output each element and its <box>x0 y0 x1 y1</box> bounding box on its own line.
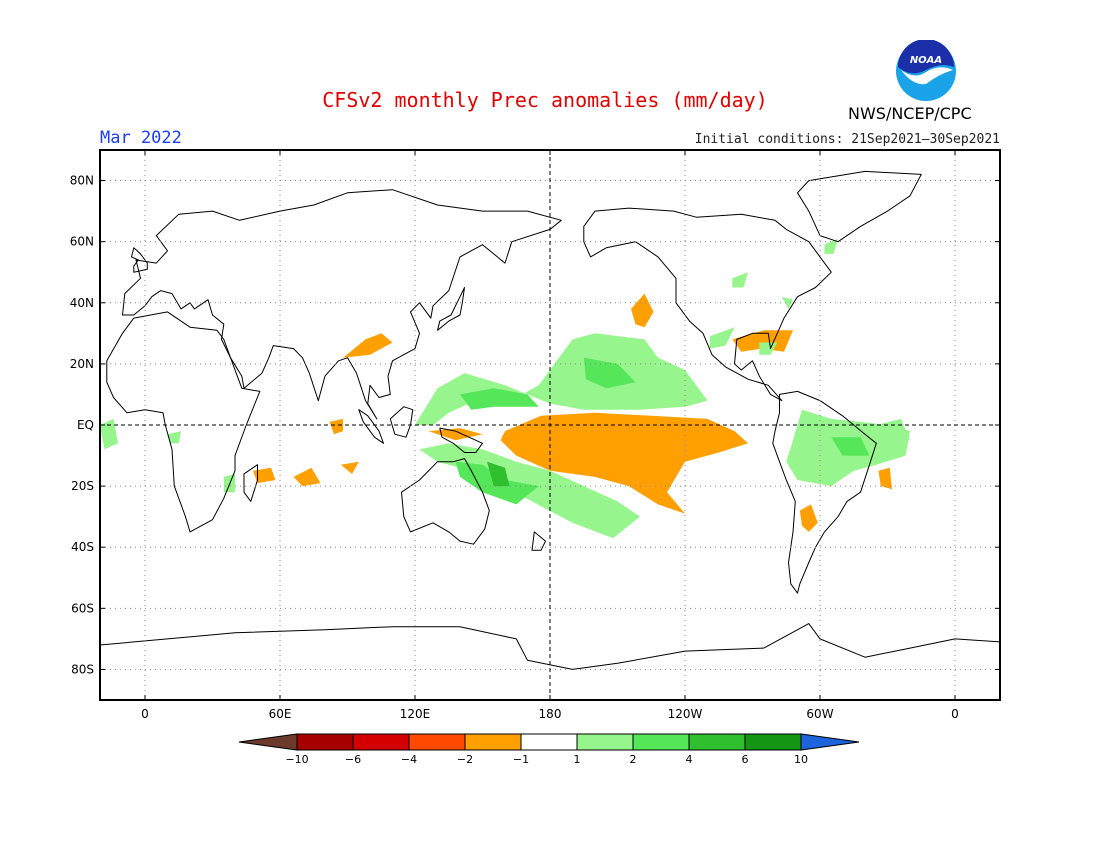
lon-tick-label-4: 120W <box>668 707 703 721</box>
anomaly-region-9 <box>340 461 359 474</box>
lon-tick-label-3: 180 <box>539 707 562 721</box>
lat-tick-label-20N: 20N <box>70 357 94 371</box>
anomaly-region-0 <box>538 431 618 453</box>
colorbar-box-2 <box>408 733 466 751</box>
coastline-greenland <box>797 170 922 243</box>
grid-layer <box>100 150 1000 700</box>
map-frame <box>99 149 1001 701</box>
anomaly-region-18 <box>167 431 181 444</box>
colorbar-label-4: −1 <box>513 753 529 766</box>
coastline-new-guinea <box>439 427 483 453</box>
anomaly-region-6 <box>732 330 793 352</box>
lon-tick-label-0: 0 <box>141 707 149 721</box>
anomaly-region-5 <box>631 293 654 328</box>
axis-tick-labels: 80N 60N 40N 20N EQ 20S 40S 60S 80S 0 60E 120E 180 120… <box>70 150 1000 721</box>
colorbar-label-6: 2 <box>630 753 637 766</box>
anomaly-region-17 <box>100 418 118 450</box>
initial-conditions: Initial conditions: 21Sep2021–30Sep2021 <box>694 132 1000 147</box>
anomaly-region-12 <box>799 504 818 532</box>
forecast-month: Mar 2022 <box>100 128 182 148</box>
anomaly-region-28 <box>583 357 636 389</box>
coastline-japan <box>437 287 465 331</box>
lon-tick-label-1: 60E <box>269 707 292 721</box>
anomaly-region-7 <box>253 467 276 484</box>
coastline-australia <box>401 458 490 545</box>
anomaly-region-16 <box>786 409 910 487</box>
anomaly-region-4 <box>343 333 393 358</box>
anomaly-region-29 <box>831 437 870 456</box>
anomaly-region-1 <box>514 421 663 465</box>
lon-tick-label-5: 60W <box>806 707 833 721</box>
colorbar-label-3: −2 <box>457 753 473 766</box>
coastline-north-america <box>583 207 832 402</box>
colorbar-box-6 <box>632 733 690 751</box>
colorbar-label-2: −4 <box>401 753 417 766</box>
coastline-borneo <box>389 406 414 438</box>
colorbar-box-4 <box>520 733 578 751</box>
coastline-new-zealand <box>531 531 546 551</box>
coastline-antarctica <box>99 623 1001 701</box>
colorbar: −10 −6 −4 −2 −1 1 2 4 6 10 <box>238 733 860 766</box>
anomaly-region-10 <box>329 418 343 435</box>
colorbar-box-1 <box>352 733 410 751</box>
coastline-sumatra <box>358 409 384 444</box>
colorbar-label-9: 10 <box>794 753 808 766</box>
lat-tick-label-40S: 40S <box>71 540 94 554</box>
anomaly-region-26 <box>455 461 539 505</box>
colorbar-label-7: 4 <box>686 753 693 766</box>
anomaly-region-8 <box>293 467 321 487</box>
lat-tick-label-EQ: EQ <box>77 418 94 432</box>
anomaly-region-22 <box>732 272 748 288</box>
noaa-logo-bird <box>901 67 953 85</box>
lon-tick-label-2: 120E <box>400 707 431 721</box>
anomaly-region-30 <box>487 461 510 487</box>
coastline-eurasia <box>122 189 562 420</box>
anomaly-region-23 <box>781 296 793 309</box>
lat-tick-label-80N: 80N <box>70 174 94 188</box>
anomaly-region-13 <box>878 467 892 490</box>
chart-title: CFSv2 monthly Prec anomalies (mm/day) <box>322 88 768 112</box>
anomaly-layer <box>100 238 910 539</box>
anomaly-region-19 <box>223 473 235 493</box>
lat-tick-label-20S: 20S <box>71 479 94 493</box>
noaa-logo-text: NOAA <box>910 55 942 66</box>
colorbar-label-5: 1 <box>574 753 581 766</box>
colorbar-low-arrow <box>238 733 298 751</box>
colorbar-box-0 <box>296 733 354 751</box>
coastline-south-america <box>772 390 877 594</box>
coastline-layer <box>99 170 1001 701</box>
coastline-madagascar <box>243 464 258 502</box>
anomaly-region-15 <box>419 443 640 539</box>
lat-tick-label-60N: 60N <box>70 235 94 249</box>
anomaly-region-25 <box>876 418 910 441</box>
anomaly-region-20 <box>709 327 735 349</box>
anomaly-region-24 <box>824 238 838 254</box>
noaa-logo-top <box>898 40 954 74</box>
colorbar-label-8: 6 <box>742 753 749 766</box>
colorbar-box-3 <box>464 733 522 751</box>
anomaly-region-21 <box>759 342 778 355</box>
anomaly-region-3 <box>500 412 748 514</box>
lon-tick-label-6: 0 <box>951 707 959 721</box>
anomaly-region-11 <box>428 428 483 441</box>
anomaly-region-2 <box>509 415 708 471</box>
lat-tick-label-60S: 60S <box>71 601 94 615</box>
coastline-africa <box>106 311 261 533</box>
coastline-uk <box>131 247 148 273</box>
colorbar-label-0: −10 <box>285 753 308 766</box>
colorbar-box-5 <box>576 733 634 751</box>
lat-tick-label-40N: 40N <box>70 296 94 310</box>
colorbar-box-7 <box>688 733 746 751</box>
lat-tick-label-80S: 80S <box>71 662 94 676</box>
colorbar-label-1: −6 <box>345 753 361 766</box>
agency-label: NWS/NCEP/CPC <box>848 104 972 123</box>
colorbar-high-arrow <box>800 733 860 751</box>
anomaly-region-27 <box>460 388 539 410</box>
noaa-logo-icon: NOAA <box>896 40 956 101</box>
colorbar-box-8 <box>744 733 802 751</box>
anomaly-region-14 <box>415 333 708 425</box>
